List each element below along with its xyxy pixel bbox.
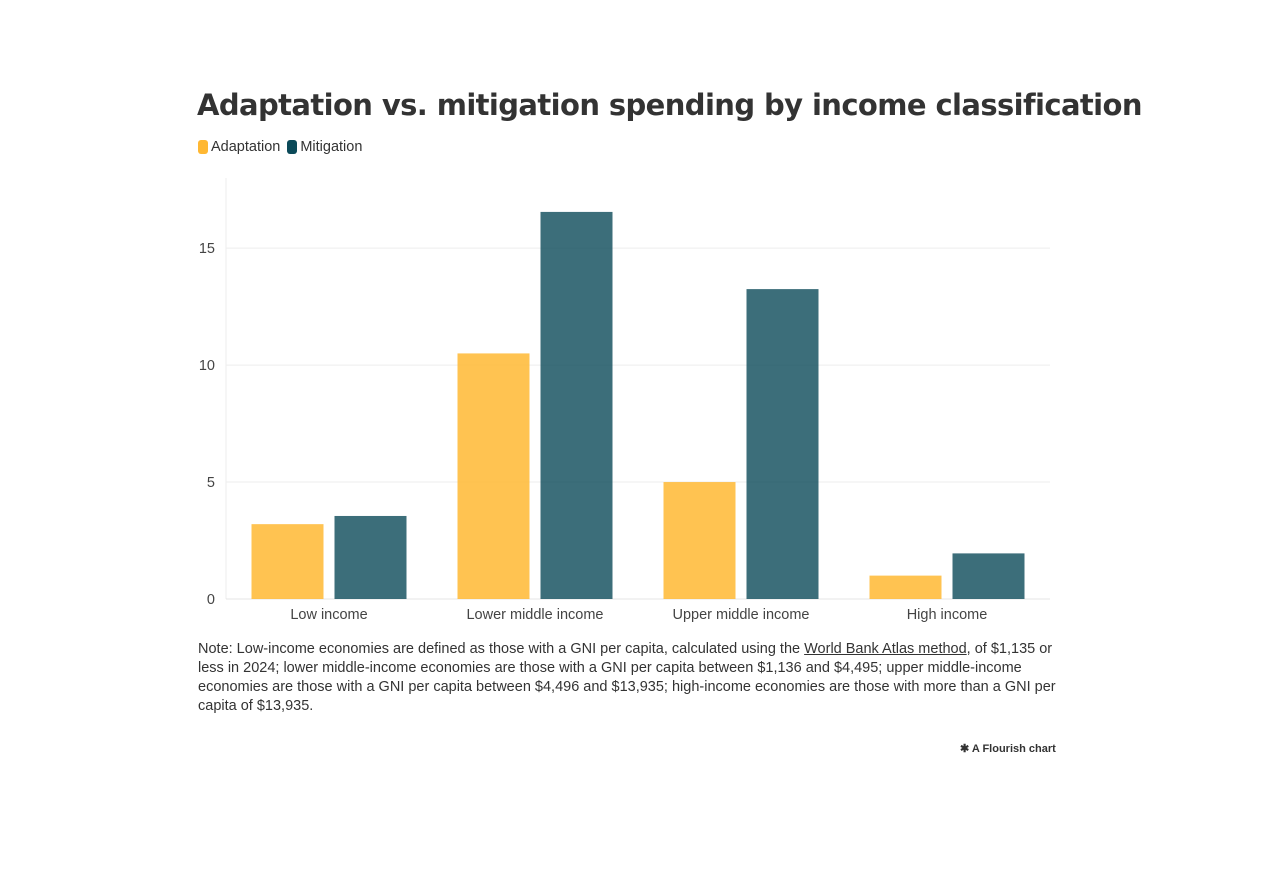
legend-item-adaptation[interactable]: Adaptation — [198, 139, 280, 155]
bar-adaptation — [869, 575, 942, 599]
chart-note: Note: Low-income economies are defined a… — [198, 640, 1058, 716]
flourish-credit[interactable]: ✱ A Flourish chart — [960, 742, 1056, 755]
x-tick-label: Low income — [290, 607, 367, 623]
chart-title: Adaptation vs. mitigation spending by in… — [197, 88, 1143, 122]
bar-mitigation — [540, 211, 613, 600]
bar-mitigation — [334, 515, 407, 599]
x-tick-label: High income — [907, 607, 988, 623]
y-tick-label: 15 — [199, 241, 215, 257]
legend-item-mitigation[interactable]: Mitigation — [287, 139, 362, 155]
y-tick-label: 10 — [199, 358, 215, 374]
asterisk-icon: ✱ — [960, 743, 970, 755]
bar-mitigation — [952, 553, 1025, 599]
bar-adaptation — [663, 482, 736, 599]
legend: Adaptation Mitigation — [198, 139, 362, 155]
legend-swatch — [198, 140, 208, 154]
legend-label: Mitigation — [300, 139, 363, 155]
note-text: , of $1,135 or less in 2024; lower middl… — [198, 641, 1056, 714]
note-text: Note: Low-income economies are defined a… — [198, 641, 805, 657]
bar-adaptation — [457, 353, 530, 599]
world-bank-atlas-link[interactable]: World Bank Atlas method — [804, 641, 967, 657]
y-tick-label: 0 — [207, 592, 215, 608]
x-tick-label: Upper middle income — [672, 607, 809, 623]
bar-mitigation — [746, 289, 819, 599]
credit-text: A Flourish chart — [971, 743, 1056, 755]
x-tick-label: Lower middle income — [466, 607, 603, 623]
legend-label: Adaptation — [211, 139, 281, 155]
bar-adaptation — [251, 524, 324, 599]
legend-swatch — [287, 140, 298, 154]
y-tick-label: 5 — [207, 475, 215, 491]
